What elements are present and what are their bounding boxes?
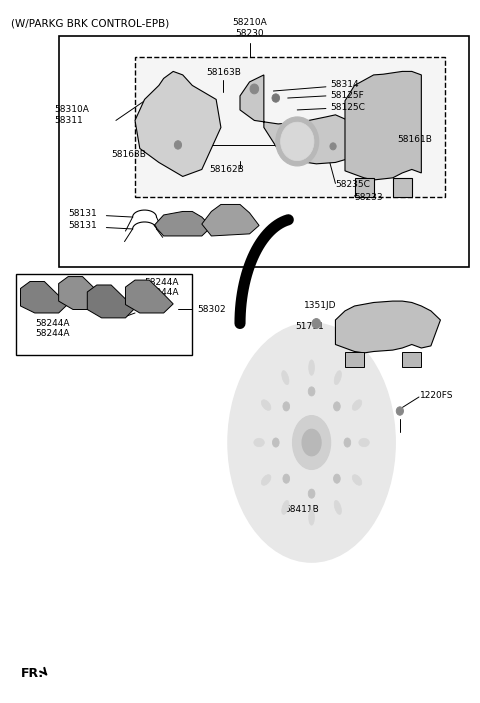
Text: 58163B: 58163B	[111, 150, 146, 159]
Polygon shape	[240, 75, 360, 164]
Text: 58244A: 58244A	[35, 319, 69, 328]
Text: 58310A
58311: 58310A 58311	[54, 105, 89, 124]
Ellipse shape	[334, 474, 340, 483]
Polygon shape	[87, 285, 135, 318]
Text: FR.: FR.	[21, 667, 44, 680]
Ellipse shape	[292, 415, 331, 470]
Ellipse shape	[308, 489, 315, 498]
Ellipse shape	[272, 93, 280, 102]
Text: (W/PARKG BRK CONTROL-EPB): (W/PARKG BRK CONTROL-EPB)	[11, 19, 169, 29]
Ellipse shape	[283, 474, 289, 483]
Text: 58411B: 58411B	[285, 505, 319, 514]
Polygon shape	[135, 72, 221, 176]
Text: 58161B: 58161B	[397, 135, 432, 144]
Text: 58244A: 58244A	[144, 278, 179, 288]
Ellipse shape	[330, 143, 336, 150]
Ellipse shape	[228, 323, 395, 562]
Ellipse shape	[261, 475, 271, 485]
Text: 58131: 58131	[68, 221, 97, 230]
Text: 58210A
58230: 58210A 58230	[232, 18, 267, 38]
Ellipse shape	[359, 439, 369, 446]
Text: 58244A: 58244A	[35, 329, 69, 338]
Polygon shape	[59, 276, 107, 309]
Ellipse shape	[334, 501, 341, 515]
Text: 58233: 58233	[355, 193, 383, 202]
Polygon shape	[202, 205, 259, 236]
Ellipse shape	[308, 387, 315, 396]
Text: 58163B: 58163B	[206, 68, 241, 77]
Bar	[135, 58, 445, 198]
Ellipse shape	[334, 370, 341, 385]
Ellipse shape	[282, 370, 289, 385]
Polygon shape	[345, 352, 364, 367]
Ellipse shape	[334, 402, 340, 411]
Ellipse shape	[282, 501, 289, 515]
Ellipse shape	[250, 84, 259, 93]
Text: 58125F: 58125F	[331, 91, 364, 100]
Text: 58162B: 58162B	[209, 165, 244, 174]
Ellipse shape	[174, 141, 181, 149]
Ellipse shape	[276, 117, 319, 166]
Ellipse shape	[281, 122, 314, 161]
Text: 58131: 58131	[68, 209, 97, 218]
Bar	[59, 37, 469, 267]
Ellipse shape	[344, 438, 351, 447]
Text: 1351JD: 1351JD	[304, 302, 337, 311]
Ellipse shape	[309, 510, 314, 525]
Ellipse shape	[302, 430, 321, 456]
Polygon shape	[402, 352, 421, 367]
Text: 58235C: 58235C	[336, 181, 370, 189]
Ellipse shape	[312, 318, 321, 328]
Text: 58314: 58314	[331, 79, 360, 89]
Text: 58302: 58302	[197, 305, 226, 314]
Ellipse shape	[309, 360, 314, 375]
Ellipse shape	[273, 438, 279, 447]
Polygon shape	[345, 72, 421, 180]
Ellipse shape	[352, 475, 362, 485]
Text: 51711: 51711	[295, 323, 324, 332]
Polygon shape	[393, 178, 412, 198]
Bar	[16, 274, 192, 355]
Text: 1220FS: 1220FS	[420, 391, 454, 400]
Ellipse shape	[283, 402, 289, 411]
Polygon shape	[154, 212, 211, 236]
Ellipse shape	[396, 407, 404, 415]
Ellipse shape	[352, 400, 362, 411]
Polygon shape	[355, 178, 373, 198]
Polygon shape	[336, 301, 441, 353]
Ellipse shape	[254, 439, 264, 446]
Text: 58125C: 58125C	[331, 103, 366, 112]
Polygon shape	[125, 280, 173, 313]
Text: 58244A: 58244A	[144, 288, 179, 297]
Ellipse shape	[261, 400, 271, 411]
Polygon shape	[21, 281, 68, 313]
